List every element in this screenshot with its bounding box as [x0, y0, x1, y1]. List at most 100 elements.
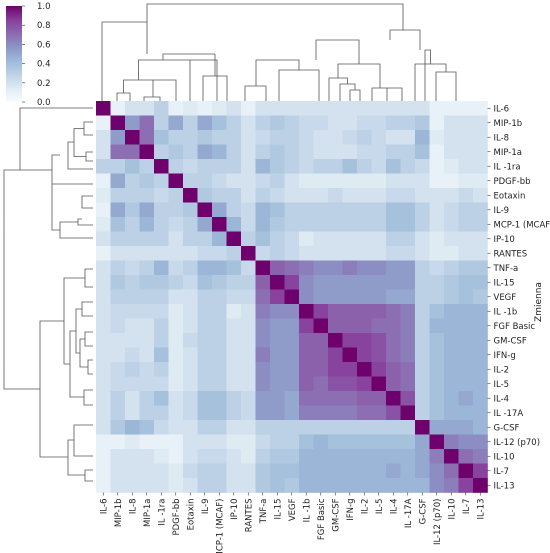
heatmap-cell — [328, 463, 343, 479]
heatmap-cell — [357, 115, 372, 131]
heatmap-cell — [212, 449, 227, 464]
heatmap-cell — [458, 260, 474, 276]
heatmap-cell — [168, 159, 184, 174]
heatmap-cell — [284, 318, 300, 334]
column-tick-label: IL-8 — [128, 499, 138, 515]
heatmap-cell — [154, 188, 169, 203]
heatmap-cell — [299, 318, 314, 334]
heatmap-cell — [313, 260, 329, 276]
row-tick-label: IP-10 — [494, 235, 515, 245]
heatmap-cell — [226, 463, 242, 479]
heatmap-cell — [183, 318, 198, 334]
heatmap-cell — [429, 463, 445, 479]
heatmap-cell — [197, 420, 213, 435]
heatmap-cell — [299, 260, 314, 276]
heatmap-cell — [110, 463, 126, 479]
heatmap-cell — [197, 376, 213, 392]
heatmap-cell — [473, 115, 488, 131]
heatmap-cell — [299, 347, 314, 363]
heatmap-cell — [284, 449, 300, 464]
heatmap-cell — [183, 115, 198, 131]
column-tick-label: FGF Basic — [317, 498, 327, 540]
heatmap-cell — [197, 173, 213, 189]
heatmap-cell — [357, 391, 372, 406]
column-tick-label: VEGF — [288, 498, 298, 521]
heatmap-cell — [197, 347, 213, 363]
heatmap-cell — [415, 420, 430, 435]
heatmap-cell — [429, 304, 445, 319]
heatmap-cell — [212, 405, 227, 421]
heatmap-cell — [313, 101, 329, 116]
heatmap-cell — [270, 231, 285, 247]
heatmap-cell — [371, 478, 387, 493]
heatmap-cell — [125, 246, 140, 261]
heatmap-cell — [270, 420, 285, 435]
heatmap-cell — [371, 289, 387, 305]
heatmap-cell — [429, 318, 445, 334]
heatmap-cell — [429, 478, 445, 493]
heatmap-cell — [226, 101, 242, 116]
heatmap-cell — [168, 289, 184, 305]
heatmap-cell — [400, 449, 416, 464]
heatmap-cell — [154, 362, 169, 377]
heatmap-cell — [473, 318, 488, 334]
heatmap-cell — [270, 434, 285, 450]
heatmap-cell — [168, 101, 184, 116]
heatmap-cell — [110, 318, 126, 334]
heatmap-cell — [197, 405, 213, 421]
heatmap-cell — [328, 478, 343, 493]
heatmap-cell — [226, 420, 242, 435]
heatmap-cell — [328, 347, 343, 363]
heatmap-cell — [429, 333, 445, 348]
heatmap-cell — [400, 463, 416, 479]
heatmap-cell — [444, 188, 459, 203]
heatmap-cell — [226, 275, 242, 290]
heatmap-cell — [284, 159, 300, 174]
row-tick-label: IL-10 — [494, 452, 515, 462]
heatmap-cell — [357, 101, 372, 116]
heatmap-cell — [154, 391, 169, 406]
heatmap-cell — [473, 289, 488, 305]
heatmap-cell — [400, 347, 416, 363]
heatmap-cell — [386, 275, 401, 290]
heatmap-cell — [125, 362, 140, 377]
heatmap-cell — [342, 159, 358, 174]
heatmap-cell — [342, 260, 358, 276]
heatmap-cell — [255, 275, 271, 290]
heatmap-cell — [96, 231, 111, 247]
heatmap-cell — [226, 449, 242, 464]
heatmap-cell — [458, 130, 474, 145]
row-tick-label: IL-4 — [494, 394, 510, 404]
heatmap-cell — [284, 420, 300, 435]
row-tick-label: IL-7 — [494, 467, 510, 477]
column-tick-label: IL-6 — [99, 499, 109, 515]
heatmap-cell — [299, 231, 314, 247]
heatmap-cell — [342, 173, 358, 189]
heatmap-cell — [299, 376, 314, 392]
heatmap-cell — [212, 347, 227, 363]
row-tick-label: IL -1b — [494, 307, 518, 317]
heatmap-cell — [444, 333, 459, 348]
heatmap-cell — [444, 391, 459, 406]
heatmap-cell — [299, 463, 314, 479]
heatmap-cell — [342, 405, 358, 421]
colorbar-tick-label: 0.4 — [37, 60, 51, 70]
heatmap-cell — [270, 362, 285, 377]
heatmap-cell — [342, 275, 358, 290]
heatmap-cell — [125, 347, 140, 363]
heatmap-cell — [284, 434, 300, 450]
heatmap-cell — [415, 318, 430, 334]
row-tick-label: RANTES — [494, 249, 528, 259]
heatmap-cell — [357, 289, 372, 305]
heatmap-cell — [226, 347, 242, 363]
heatmap-cell — [400, 130, 416, 145]
heatmap-cell — [415, 347, 430, 363]
heatmap-cell — [400, 405, 416, 421]
heatmap-cell — [241, 173, 256, 189]
heatmap-cell — [212, 478, 227, 493]
heatmap-cell — [444, 159, 459, 174]
heatmap-cell — [125, 260, 140, 276]
heatmap-cell — [284, 231, 300, 247]
heatmap-cell — [400, 159, 416, 174]
heatmap-cell — [212, 260, 227, 276]
